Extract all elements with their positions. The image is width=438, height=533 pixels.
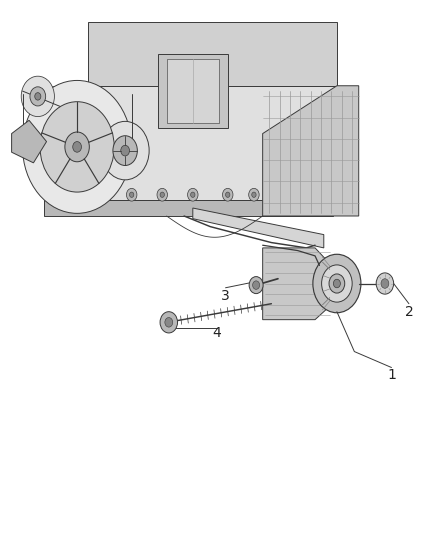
Text: 3: 3 bbox=[221, 289, 230, 303]
Polygon shape bbox=[12, 120, 46, 163]
Text: 1: 1 bbox=[387, 368, 396, 383]
Circle shape bbox=[30, 87, 46, 106]
Circle shape bbox=[376, 273, 394, 294]
Circle shape bbox=[321, 265, 352, 302]
Circle shape bbox=[252, 192, 256, 197]
Circle shape bbox=[127, 188, 137, 201]
Polygon shape bbox=[44, 200, 332, 216]
Polygon shape bbox=[44, 86, 71, 144]
Circle shape bbox=[191, 192, 195, 197]
Polygon shape bbox=[193, 208, 324, 248]
Circle shape bbox=[160, 312, 177, 333]
Circle shape bbox=[226, 192, 230, 197]
Circle shape bbox=[249, 277, 263, 294]
Circle shape bbox=[165, 318, 173, 327]
Circle shape bbox=[157, 188, 167, 201]
Text: 4: 4 bbox=[212, 326, 221, 340]
Circle shape bbox=[65, 132, 89, 162]
Circle shape bbox=[35, 93, 41, 100]
Polygon shape bbox=[88, 22, 337, 86]
Circle shape bbox=[22, 80, 132, 213]
Circle shape bbox=[130, 192, 134, 197]
Circle shape bbox=[253, 281, 260, 289]
Circle shape bbox=[101, 122, 149, 180]
Circle shape bbox=[160, 192, 164, 197]
Circle shape bbox=[40, 102, 114, 192]
Circle shape bbox=[113, 136, 138, 165]
Circle shape bbox=[313, 254, 361, 313]
Polygon shape bbox=[166, 59, 219, 123]
Polygon shape bbox=[57, 86, 337, 200]
Circle shape bbox=[333, 279, 340, 288]
Circle shape bbox=[381, 279, 389, 288]
Polygon shape bbox=[158, 54, 228, 128]
Circle shape bbox=[73, 142, 81, 152]
Circle shape bbox=[187, 188, 198, 201]
Circle shape bbox=[21, 76, 54, 117]
Text: 2: 2 bbox=[405, 305, 413, 319]
Circle shape bbox=[223, 188, 233, 201]
Polygon shape bbox=[263, 248, 332, 320]
Polygon shape bbox=[263, 86, 359, 216]
Circle shape bbox=[121, 146, 130, 156]
Circle shape bbox=[249, 188, 259, 201]
Circle shape bbox=[329, 274, 345, 293]
